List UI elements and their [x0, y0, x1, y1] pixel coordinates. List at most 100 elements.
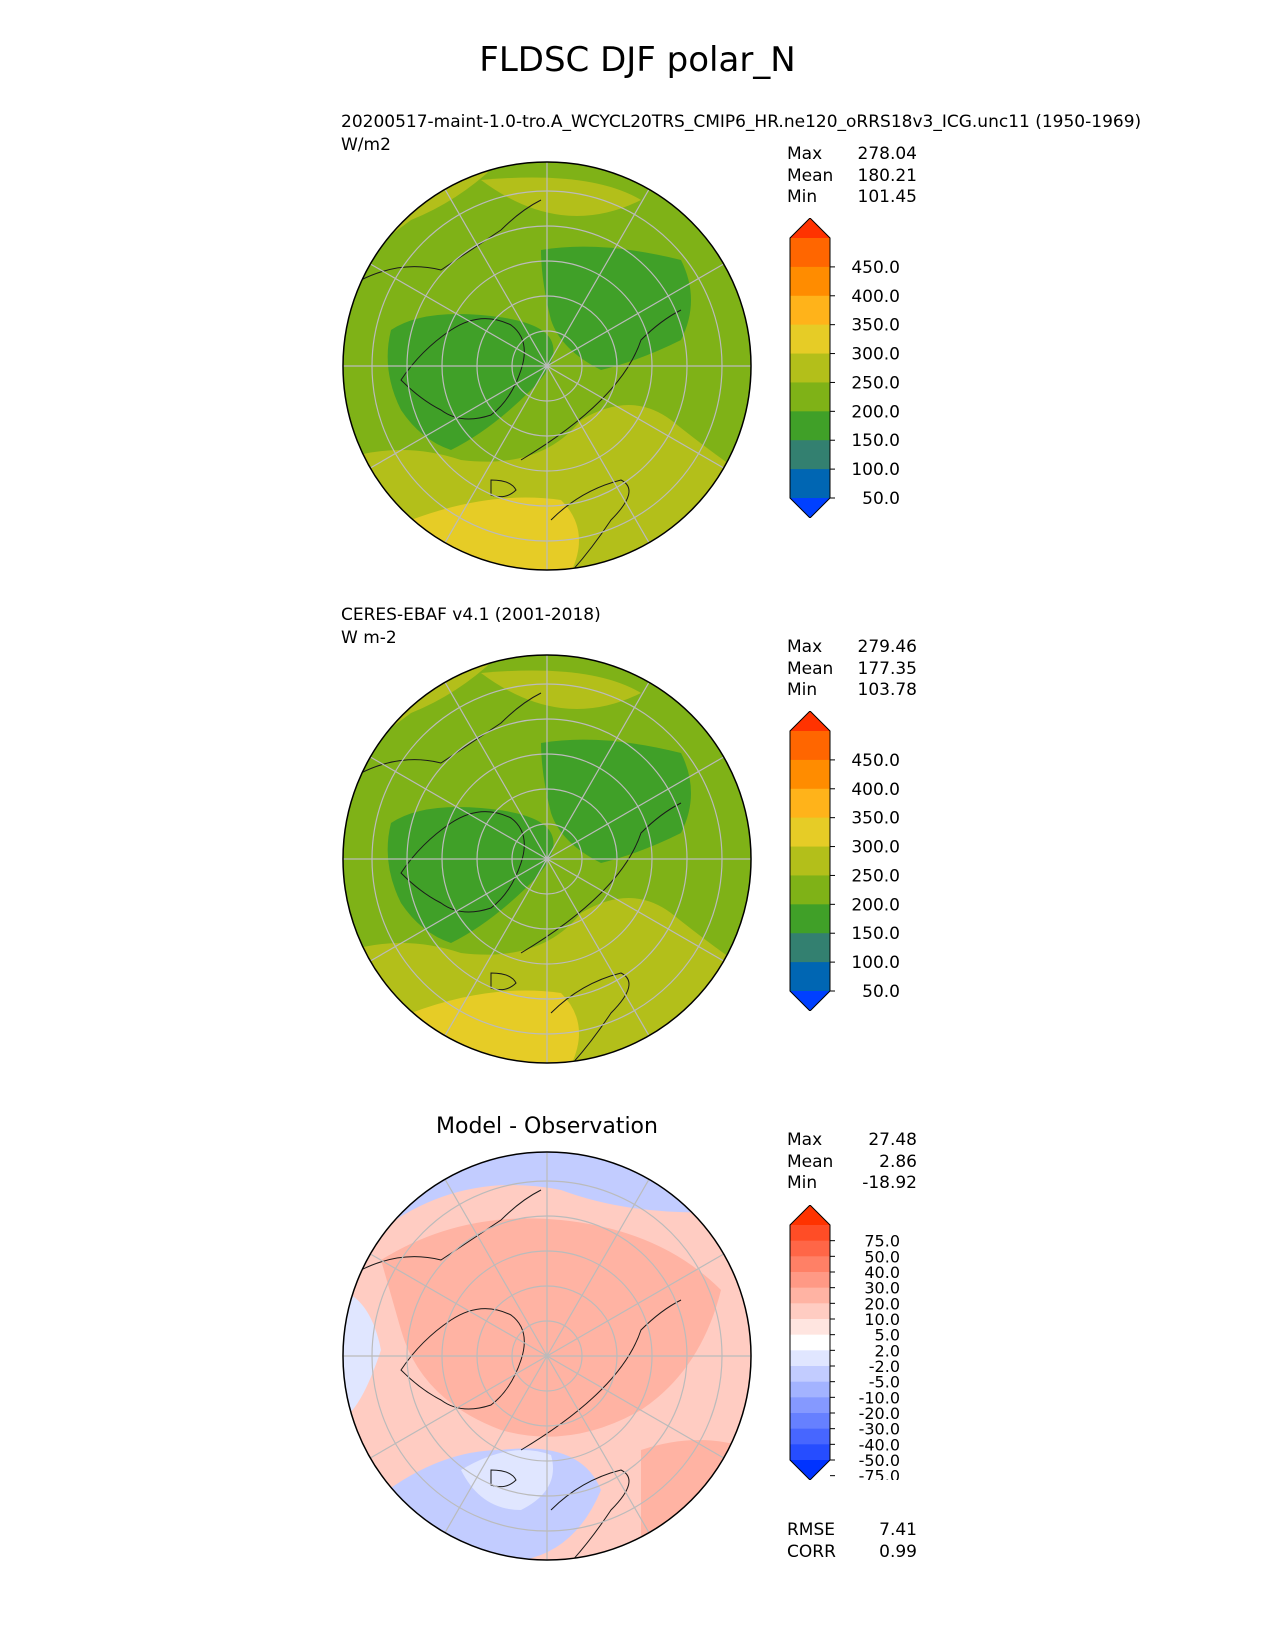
stat-value: 103.78	[857, 680, 917, 700]
colorbar-tick-label: 75.0	[864, 1232, 900, 1251]
colorbar-tick-label: 250.0	[851, 373, 900, 393]
colorbar-tick-label: -20.0	[859, 1404, 900, 1423]
reference-polar-map	[342, 654, 752, 1064]
colorbar-extend-top	[790, 711, 830, 731]
metric-value: 0.99	[879, 1541, 917, 1562]
colorbar-segment	[790, 1381, 830, 1398]
test-colorbar: 450.0 400.0 350.0 300.0 250.0 200.0 150.0 100.0…	[789, 218, 900, 518]
colorbar-extend-top	[790, 1205, 830, 1225]
difference-title: Model - Observation	[436, 1114, 658, 1139]
stat-label: Min	[787, 187, 818, 207]
stat-label: Mean	[787, 165, 834, 186]
colorbar-tick-label: 30.0	[864, 1279, 900, 1298]
colorbar-segment	[790, 295, 830, 326]
colorbar-segment	[790, 469, 830, 499]
colorbar-segment	[790, 1287, 830, 1304]
colorbar-tick-label: 350.0	[851, 316, 900, 336]
test-stats: Max 278.04 Mean 180.21 Min 101.45	[787, 144, 917, 209]
meridian	[370, 1253, 724, 1459]
colorbar-segment	[790, 324, 830, 355]
test-polar-map	[342, 161, 752, 571]
colorbar-segment	[790, 817, 830, 848]
dark-region	[541, 739, 691, 863]
colorbar-tick-label: 40.0	[864, 1263, 900, 1282]
dark-region	[387, 807, 554, 943]
colorbar-segment	[790, 1303, 830, 1320]
colorbar-segment	[790, 904, 830, 934]
colorbar-tick-label: 150.0	[851, 431, 900, 451]
colorbar-tick-label: 5.0	[875, 1326, 900, 1345]
stat-label: Max	[787, 1130, 823, 1150]
colorbar-tick-label: 350.0	[851, 809, 900, 829]
stat-value: 180.21	[857, 165, 917, 186]
colorbar-segment	[790, 1256, 830, 1273]
colorbar-tick-label: -40.0	[859, 1435, 900, 1454]
colorbar-tick-label: 20.0	[864, 1294, 900, 1313]
colorbar-tick-label: 450.0	[851, 751, 900, 771]
colorbar-tick-label: 2.0	[875, 1341, 900, 1360]
difference-colorbar: 75.050.040.030.020.010.05.02.0-2.0-5.0-1…	[789, 1205, 900, 1480]
light-region	[481, 670, 641, 709]
colorbar-tick-label: 50.0	[862, 489, 900, 509]
colorbar-tick-label: 300.0	[851, 838, 900, 858]
colorbar-tick-label: 250.0	[851, 866, 900, 886]
reference-caption: CERES-EBAF v4.1 (2001-2018)	[341, 605, 601, 625]
colorbar-segment	[790, 382, 830, 412]
coastline-greenland	[400, 811, 525, 913]
metric-value: 7.41	[879, 1520, 917, 1540]
reference-stats: Max 279.46 Mean 177.35 Min 103.78	[787, 637, 917, 702]
stat-value: -18.92	[862, 1173, 917, 1193]
colorbar-segment	[790, 266, 830, 297]
colorbar-segment	[790, 962, 830, 992]
colorbar-segment	[790, 1225, 830, 1242]
colorbar-tick-label: -75.0	[859, 1467, 900, 1480]
coastline-europe	[550, 972, 630, 1063]
colorbar-extend-bottom	[790, 1460, 830, 1480]
colorbar-segment	[790, 1319, 830, 1336]
colorbar-segment	[790, 1428, 830, 1445]
stat-label: Min	[787, 680, 818, 700]
colorbar-segment	[790, 846, 830, 876]
colorbar-segment	[790, 353, 830, 383]
colorbar-segment	[790, 1334, 830, 1351]
colorbar-tick-label: 50.0	[864, 1247, 900, 1266]
colorbar-segment	[790, 875, 830, 905]
colorbar-segment	[790, 411, 830, 441]
map-boundary	[342, 654, 752, 1064]
colorbar-segment	[790, 1240, 830, 1257]
colorbar-tick-label: -10.0	[859, 1388, 900, 1407]
stat-value: 27.48	[868, 1130, 917, 1150]
colorbar-tick-label: 450.0	[851, 258, 900, 278]
map-boundary	[342, 1151, 752, 1561]
test-units: W/m2	[341, 135, 391, 155]
colorbar-tick-label: 100.0	[851, 460, 900, 480]
metric-label: RMSE	[787, 1520, 836, 1540]
graticule	[343, 162, 751, 570]
difference-metrics: RMSE 7.41 CORR 0.99	[787, 1520, 917, 1563]
colorbar-tick-label: -5.0	[869, 1373, 900, 1392]
coastline-north-america	[360, 199, 542, 281]
colorbar-tick-label: 200.0	[851, 895, 900, 915]
stat-label: Mean	[787, 658, 834, 679]
coastline-europe	[550, 1469, 630, 1560]
stat-label: Mean	[787, 1151, 834, 1172]
coastline-greenland	[400, 1308, 525, 1410]
colorbar-extend-bottom	[790, 991, 830, 1011]
reference-colorbar: 450.0 400.0 350.0 300.0 250.0 200.0 150.0 100.0…	[789, 711, 900, 1011]
colorbar-segment	[790, 759, 830, 790]
coastlines	[360, 692, 682, 1063]
colorbar-tick-label: -30.0	[859, 1420, 900, 1439]
light-region	[481, 177, 641, 216]
stat-value: 279.46	[857, 637, 917, 657]
meridian	[370, 263, 724, 469]
figure-title: FLDSC DJF polar_N	[479, 40, 796, 80]
colorbar-tick-label: 400.0	[851, 780, 900, 800]
coastline-greenland	[400, 318, 525, 420]
colorbar-extend-top	[790, 218, 830, 238]
colorbar-segment	[790, 731, 830, 761]
colorbar-segment	[790, 1444, 830, 1461]
coastline-north-america	[360, 692, 542, 774]
positive-region	[381, 1218, 721, 1437]
coastline-north-america	[360, 1189, 542, 1271]
colorbar-segment	[790, 1350, 830, 1367]
